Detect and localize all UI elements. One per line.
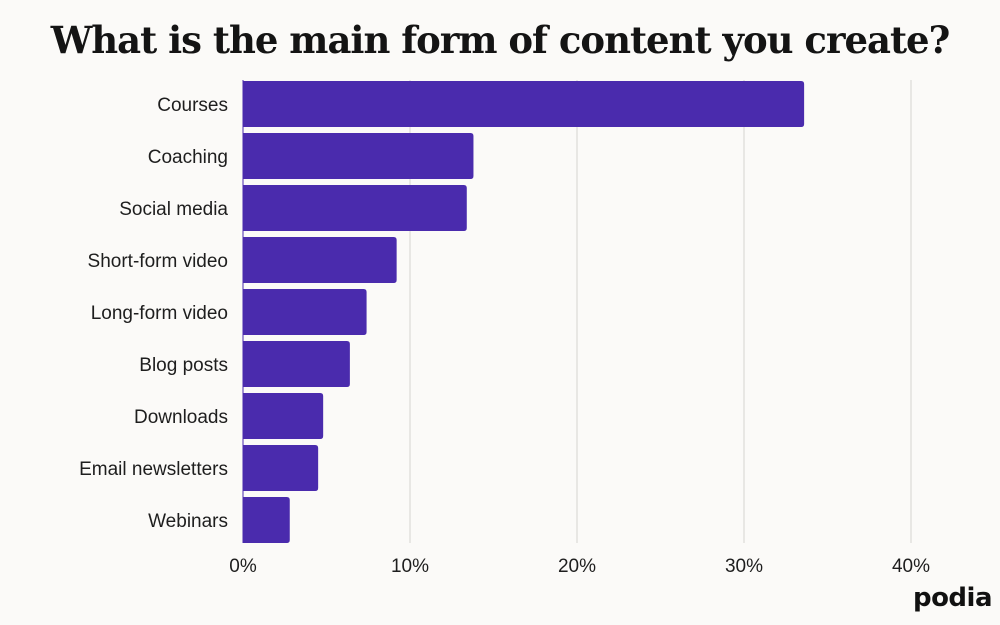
bar <box>243 81 805 127</box>
category-label: Webinars <box>148 511 228 532</box>
category-label: Coaching <box>148 147 228 168</box>
bar <box>243 133 474 179</box>
category-label: Long-form video <box>91 303 228 324</box>
bar <box>243 289 367 335</box>
category-label: Social media <box>119 199 228 220</box>
x-tick-label: 10% <box>391 556 429 577</box>
podia-logo: podia <box>912 583 993 613</box>
bar <box>243 445 319 491</box>
chart-title: What is the main form of content you cre… <box>50 18 951 62</box>
category-label: Downloads <box>134 407 228 428</box>
bar <box>243 185 467 231</box>
bar <box>243 341 350 387</box>
x-tick-label: 30% <box>725 556 763 577</box>
bars <box>243 81 805 543</box>
category-labels: Courses Coaching Social media Short-form vi… <box>79 95 228 532</box>
category-label: Courses <box>157 95 228 116</box>
bar <box>243 497 290 543</box>
bar <box>243 237 397 283</box>
x-tick-label: 20% <box>558 556 596 577</box>
x-tick-label: 0% <box>229 556 257 577</box>
bar <box>243 393 324 439</box>
x-tick-label: 40% <box>892 556 930 577</box>
x-tick-labels: 0% 10% 20% 30% 40% <box>229 556 930 577</box>
category-label: Blog posts <box>139 355 228 376</box>
category-label: Short-form video <box>88 251 228 272</box>
category-label: Email newsletters <box>79 459 228 480</box>
